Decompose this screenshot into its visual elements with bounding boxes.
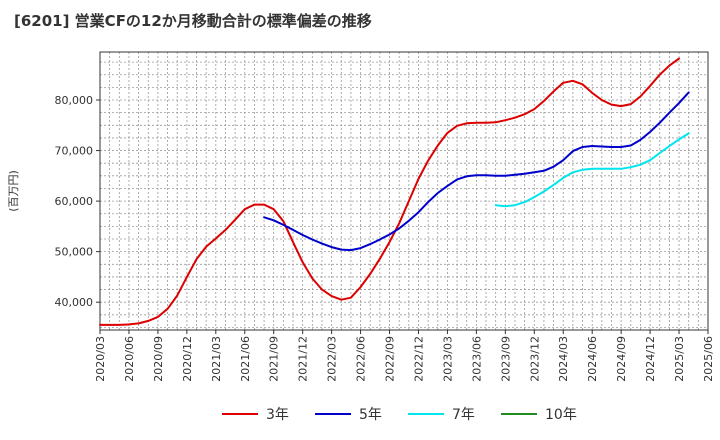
legend-label-4: 10年 — [545, 407, 577, 423]
x-tick-label: 2021/06 — [239, 336, 252, 382]
x-tick-label: 2024/06 — [586, 336, 599, 382]
legend: 3年 5年 7年 10年 — [222, 407, 577, 423]
plot-area — [100, 52, 708, 330]
grid — [99, 52, 709, 330]
x-tick-label: 2024/12 — [644, 336, 657, 382]
x-tick-label: 2025/03 — [673, 336, 686, 382]
x-tick-label: 2021/09 — [268, 336, 281, 382]
chart-title: [6201] 営業CFの12か月移動合計の標準偏差の推移 — [14, 12, 372, 30]
y-axis: 40,000 50,000 60,000 70,000 80,000 — [55, 94, 100, 309]
x-tick-label: 2023/09 — [499, 336, 512, 382]
x-tick-label: 2024/03 — [557, 336, 570, 382]
series-line-1 — [99, 57, 680, 326]
plot-border — [99, 51, 709, 331]
x-tick-label: 2023/12 — [528, 336, 541, 382]
legend-label-3: 7年 — [452, 407, 475, 423]
y-axis-label: (百万円) — [7, 170, 20, 212]
x-tick-label: 2025/06 — [702, 336, 715, 382]
y-tick-label: 40,000 — [55, 296, 94, 309]
x-tick-label: 2020/06 — [123, 336, 136, 382]
y-tick-label: 80,000 — [55, 94, 94, 107]
x-tick-label: 2023/03 — [441, 336, 454, 382]
x-tick-label: 2020/12 — [181, 336, 194, 382]
series-line-3 — [494, 132, 690, 208]
series-line-2 — [263, 91, 690, 252]
x-tick-label: 2022/06 — [355, 336, 368, 382]
x-tick-label: 2024/09 — [615, 336, 628, 382]
y-tick-label: 60,000 — [55, 195, 94, 208]
x-tick-label: 2020/09 — [152, 336, 165, 382]
x-tick-label: 2021/12 — [297, 336, 310, 382]
x-tick-label: 2023/06 — [470, 336, 483, 382]
x-tick-label: 2022/03 — [326, 336, 339, 382]
series-lines — [99, 57, 690, 326]
x-tick-label: 2020/03 — [94, 336, 107, 382]
legend-label-1: 3年 — [266, 407, 289, 423]
legend-label-2: 5年 — [359, 407, 382, 423]
y-tick-label: 70,000 — [55, 145, 94, 158]
x-tick-label: 2021/03 — [210, 336, 223, 382]
y-tick-label: 50,000 — [55, 246, 94, 259]
x-tick-label: 2022/09 — [384, 336, 397, 382]
x-tick-label: 2022/12 — [412, 336, 425, 382]
x-axis: 2020/03 2020/06 2020/09 2020/12 2021/03 2021/… — [94, 330, 715, 382]
